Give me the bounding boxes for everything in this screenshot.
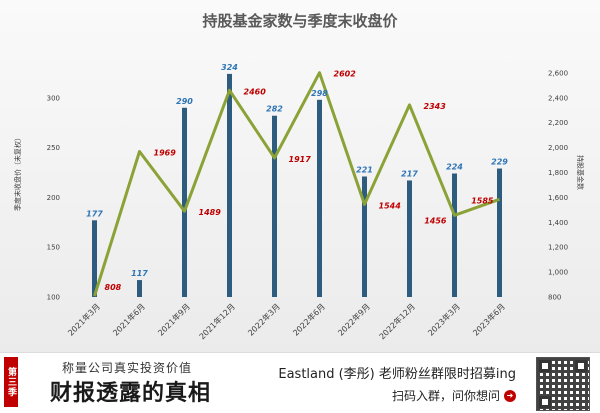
bar	[272, 115, 277, 297]
bar	[497, 168, 502, 297]
qr-code-icon[interactable]	[536, 357, 590, 411]
y-tick-right: 1,600	[548, 194, 568, 202]
y-tick-left: 200	[47, 194, 60, 202]
y-tick-right: 1,400	[548, 219, 568, 227]
season-badge: 第三季	[4, 357, 18, 407]
bar	[407, 180, 412, 297]
y-tick-right: 1,800	[548, 169, 568, 177]
bar	[137, 280, 142, 297]
y-tick-right: 2,600	[548, 69, 568, 77]
y-tick-left: 100	[47, 294, 60, 302]
banner-join-link[interactable]: 扫码入群，问你想问 ➜	[392, 387, 516, 404]
x-tick-label: 2023年3月	[426, 301, 462, 337]
bar-data-label: 221	[356, 165, 373, 174]
bar-data-label: 282	[266, 105, 283, 114]
x-tick-label: 2021年3月	[66, 301, 102, 337]
bar	[227, 73, 232, 297]
line-data-label: 2343	[424, 102, 447, 111]
bar-data-label: 290	[176, 97, 193, 106]
line-data-label: 2602	[334, 70, 357, 79]
bar	[452, 173, 457, 297]
x-tick-label: 2021年12月	[197, 301, 237, 341]
bar	[182, 107, 187, 297]
line-data-label: 808	[105, 283, 122, 292]
x-tick-label: 2022年3月	[246, 301, 282, 337]
bar-data-label: 224	[446, 162, 463, 171]
y-tick-left: 250	[47, 144, 60, 152]
bar	[362, 176, 367, 297]
chart-title: 持股基金家数与季度末收盘价	[202, 12, 398, 30]
bar-data-label: 117	[131, 269, 148, 278]
x-tick-label: 2023年6月	[471, 301, 507, 337]
line-series-holding-funds	[93, 71, 501, 297]
y-tick-right: 2,000	[548, 144, 568, 152]
x-tick-label: 2022年12月	[377, 301, 417, 341]
line-data-label: 1456	[424, 216, 447, 225]
line-data-label: 1917	[289, 155, 312, 164]
line-data-label: 1969	[154, 148, 177, 157]
y-tick-right: 800	[548, 294, 561, 302]
line-data-label: 1544	[379, 201, 402, 210]
bar-data-label: 324	[221, 63, 238, 72]
banner-join-text: 扫码入群，问你想问	[391, 389, 500, 403]
x-tick-label: 2021年6月	[111, 301, 147, 337]
y-tick-left: 300	[47, 94, 60, 102]
banner-title: 财报透露的真相	[50, 381, 212, 406]
arrow-right-circle-icon[interactable]: ➜	[504, 389, 516, 402]
bar-data-label: 217	[401, 169, 418, 178]
line-data-label: 1585	[471, 196, 494, 205]
y-tick-right: 1,000	[548, 269, 568, 277]
bar-data-label: 229	[491, 158, 508, 167]
bar	[317, 99, 322, 298]
x-tick-label: 2021年9月	[156, 301, 192, 337]
line-data-label: 1489	[199, 208, 222, 217]
x-tick-label: 2022年9月	[336, 301, 372, 337]
y-tick-right: 2,400	[548, 94, 568, 102]
y-tick-right: 2,200	[548, 119, 568, 127]
y-tick-right: 1,200	[548, 244, 568, 252]
y-axis-title-right: 持股基金数	[576, 155, 585, 190]
x-tick-label: 2022年6月	[291, 301, 327, 337]
y-tick-left: 150	[47, 244, 60, 252]
bar-data-label: 177	[86, 209, 103, 218]
y-axis-title-left: 季度末收盘价（未复权）	[13, 134, 22, 211]
bar-data-label: 298	[311, 89, 328, 98]
chart-area: 持股基金家数与季度末收盘价 100 150 200 250 300 800 1,000 1,…	[0, 0, 600, 352]
banner-subtitle: 称量公司真实投资价值	[62, 361, 193, 375]
bar	[92, 220, 97, 297]
line-data-label: 2460	[244, 87, 267, 96]
promo-banner[interactable]: 第三季 称量公司真实投资价值 财报透露的真相 Eastland (李彤) 老师粉…	[0, 352, 600, 413]
banner-recruit-text: Eastland (李彤) 老师粉丝群限时招募ing	[278, 367, 516, 382]
chart-svg: 持股基金家数与季度末收盘价 100 150 200 250 300 800 1,000 1,…	[13, 12, 585, 341]
